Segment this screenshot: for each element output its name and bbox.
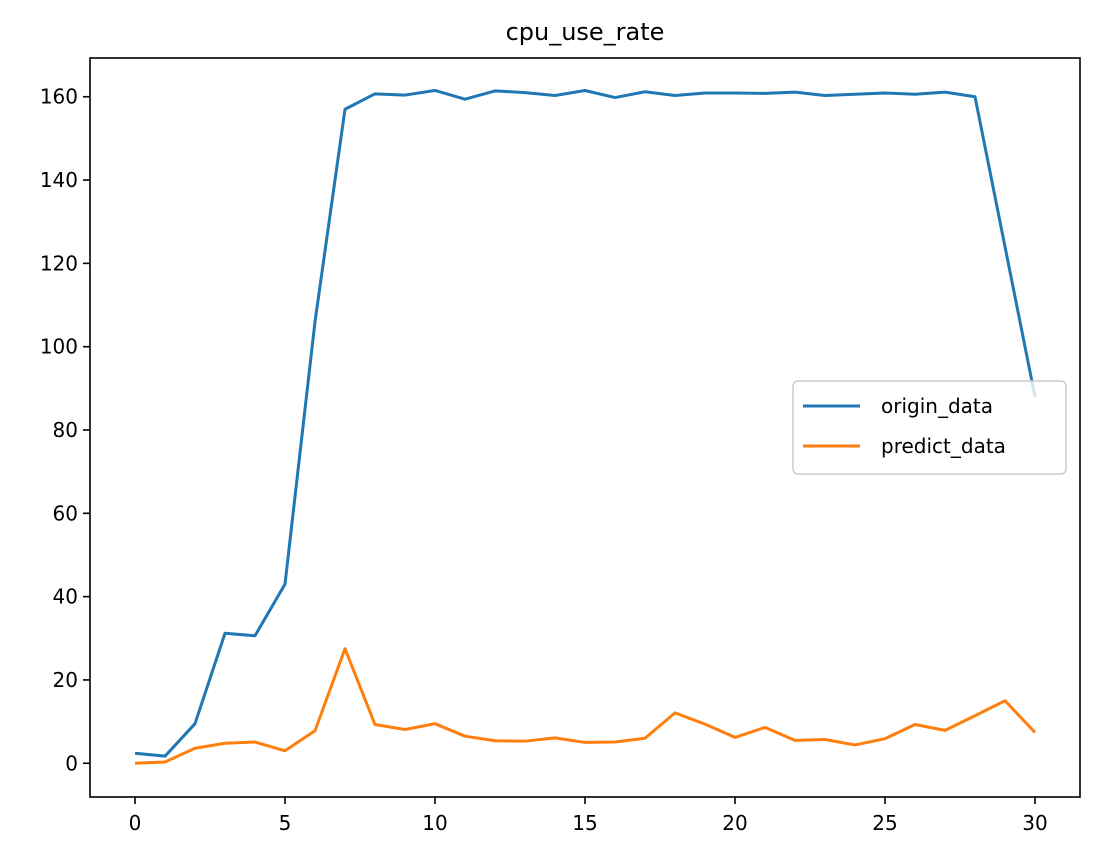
- series-line-predict-data: [134, 647, 1037, 765]
- y-tick-label: 0: [65, 751, 78, 775]
- y-tick-label: 120: [40, 251, 78, 275]
- legend: origin_data predict_data: [792, 380, 1067, 475]
- x-tick-label: 30: [1022, 811, 1047, 835]
- y-axis: 0 20 40 60 80 100 120 140 160: [40, 85, 90, 775]
- series-layer: [134, 88, 1037, 765]
- x-tick-label: 5: [279, 811, 292, 835]
- x-tick-label: 25: [872, 811, 897, 835]
- x-tick-label: 0: [129, 811, 142, 835]
- x-tick-label: 10: [422, 811, 447, 835]
- y-tick-label: 40: [53, 585, 78, 609]
- chart-title: cpu_use_rate: [506, 18, 665, 46]
- legend-label: origin_data: [881, 394, 993, 418]
- x-axis: 0 5 10 15 20 25 30: [129, 797, 1048, 835]
- y-tick-label: 80: [53, 418, 78, 442]
- x-tick-label: 15: [572, 811, 597, 835]
- legend-label: predict_data: [881, 434, 1006, 458]
- x-tick-label: 20: [722, 811, 747, 835]
- y-tick-label: 100: [40, 335, 78, 359]
- y-tick-label: 60: [53, 501, 78, 525]
- series-line-origin-data: [134, 88, 1037, 758]
- y-tick-label: 140: [40, 168, 78, 192]
- y-tick-label: 20: [53, 668, 78, 692]
- y-tick-label: 160: [40, 85, 78, 109]
- legend-box: [792, 380, 1067, 475]
